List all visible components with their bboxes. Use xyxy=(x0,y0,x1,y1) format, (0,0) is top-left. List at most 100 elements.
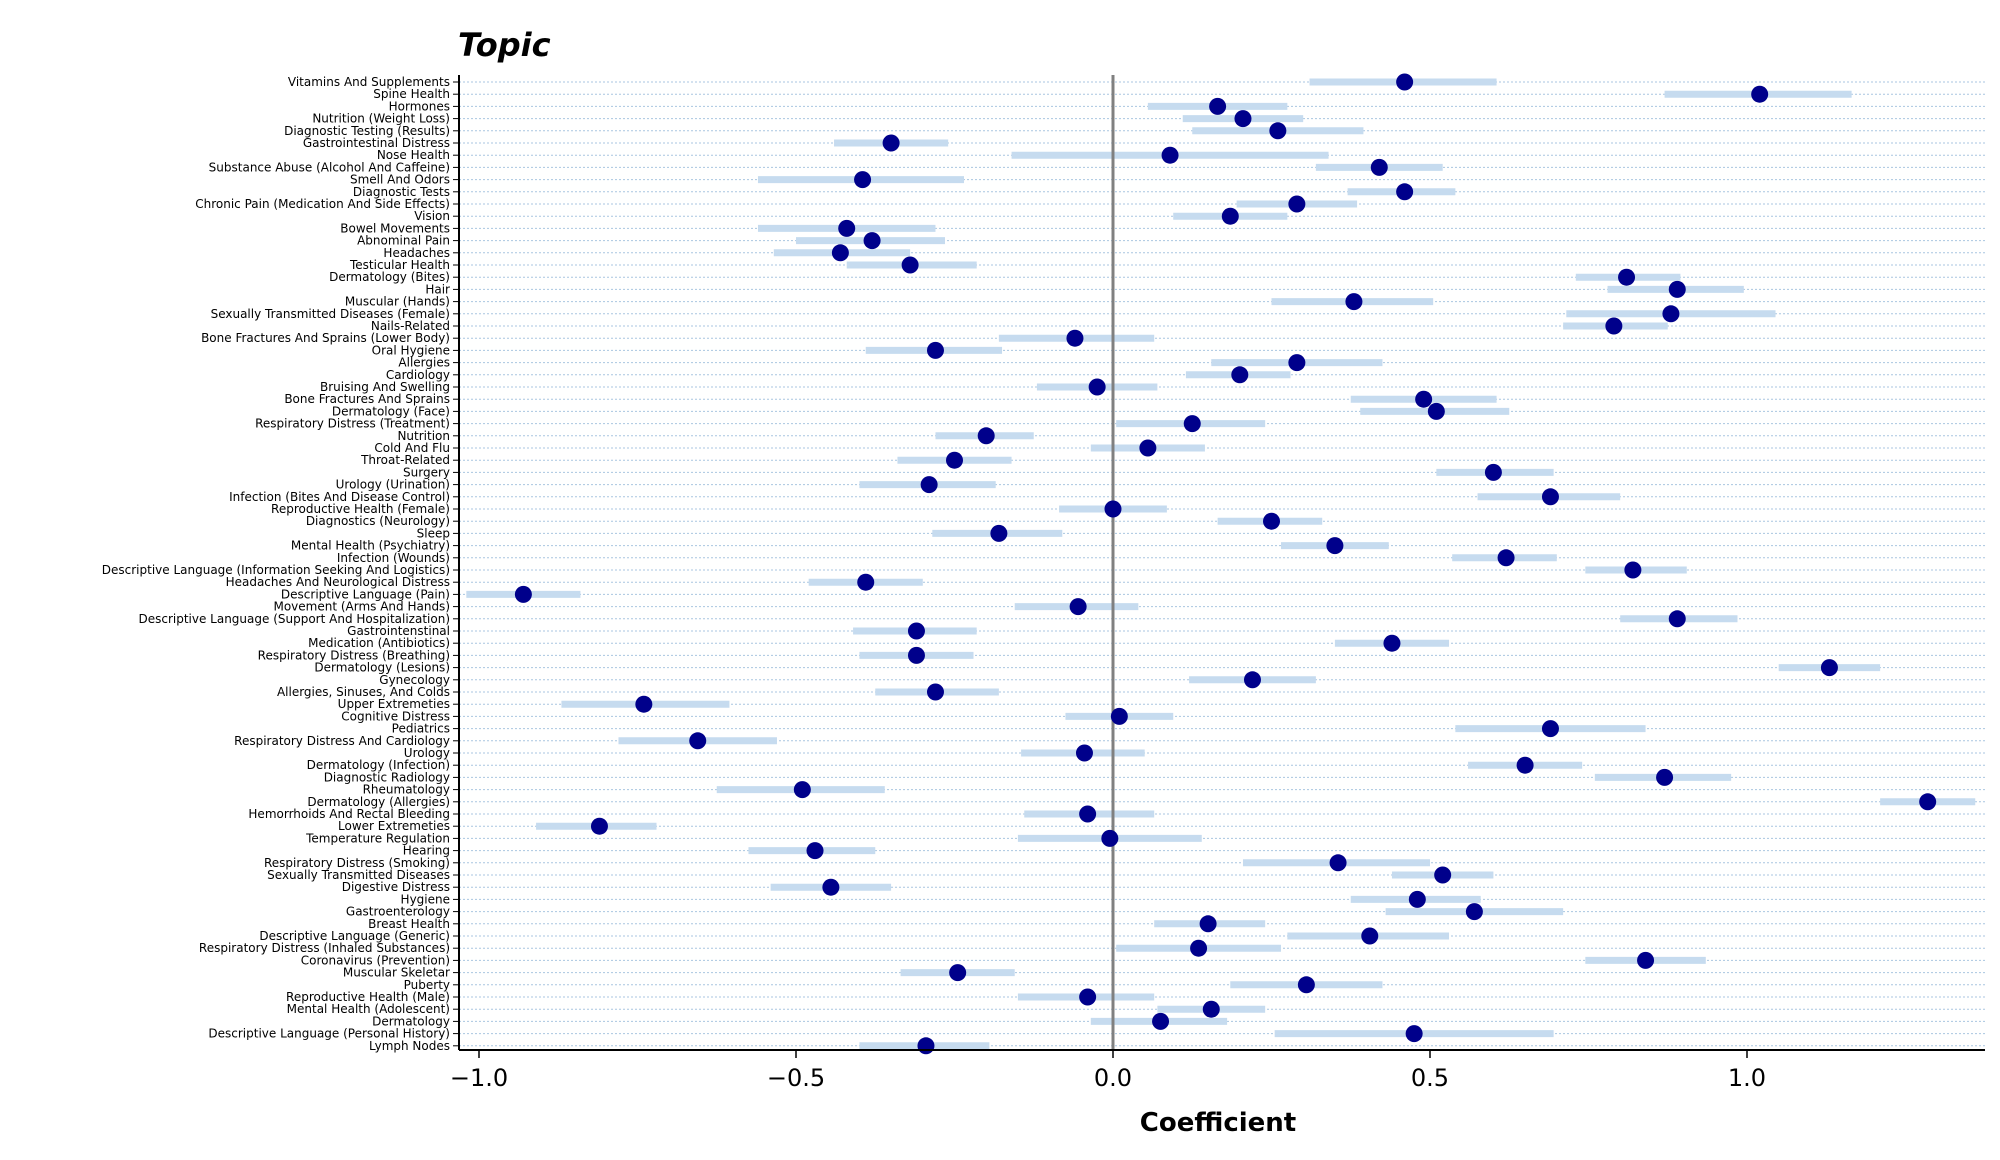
y-tick-label: Reproductive Health (Male) xyxy=(286,990,450,1004)
data-point xyxy=(1263,512,1280,530)
data-point xyxy=(1396,183,1414,201)
y-tick-label: Upper Extremeties xyxy=(338,697,450,711)
data-point xyxy=(1624,561,1642,579)
y-tick-label: Dermatology (Lesions) xyxy=(314,661,450,675)
data-point xyxy=(806,842,824,860)
y-tick-label: Descriptive Language (Information Seekin… xyxy=(102,563,450,577)
y-tick-label: Gynecology xyxy=(379,673,450,687)
y-tick-label: Coronavirus (Prevention) xyxy=(301,953,450,967)
x-tick-label: −1.0 xyxy=(450,1064,508,1092)
data-point xyxy=(1618,268,1636,286)
y-tick-label: Allergies, Sinuses, And Colds xyxy=(277,685,450,699)
y-tick-label: Dermatology (Face) xyxy=(332,404,450,418)
y-tick-label: Headaches xyxy=(383,246,450,260)
data-point xyxy=(793,781,811,799)
data-point xyxy=(1326,537,1344,555)
y-tick-label: Sleep xyxy=(417,526,450,540)
y-tick-label: Respiratory Distress (Inhaled Substances… xyxy=(199,941,450,955)
y-tick-label: Respiratory Distress (Treatment) xyxy=(255,417,450,431)
data-point xyxy=(1605,317,1623,335)
y-tick-label: Descriptive Language (Generic) xyxy=(259,929,450,943)
y-tick-label: Sexually Transmitted Diseases (Female) xyxy=(211,307,450,321)
y-tick-label: Puberty xyxy=(404,978,450,992)
x-tick-label: −0.5 xyxy=(767,1064,825,1092)
data-point xyxy=(514,585,532,603)
data-point xyxy=(1075,744,1093,762)
data-point xyxy=(882,134,900,152)
y-tick-label: Cognitive Distress xyxy=(341,709,450,723)
data-point xyxy=(1202,1000,1220,1018)
data-point xyxy=(822,878,840,896)
data-point xyxy=(1662,305,1680,323)
data-point xyxy=(1497,549,1515,567)
y-tick-label: Mental Health (Adolescent) xyxy=(287,1002,450,1016)
data-point xyxy=(907,646,925,664)
data-point xyxy=(1656,768,1674,786)
y-tick-label: Nails-Related xyxy=(371,319,450,333)
data-point xyxy=(1288,195,1306,213)
data-point xyxy=(1668,280,1686,298)
data-point xyxy=(946,451,963,469)
data-point xyxy=(907,622,925,640)
x-tick-label: 0.5 xyxy=(1411,1064,1449,1092)
y-tick-label: Throat-Related xyxy=(360,453,450,467)
data-point xyxy=(1434,866,1452,884)
y-tick-label: Urology xyxy=(404,746,450,760)
data-point xyxy=(901,256,919,274)
data-point xyxy=(920,476,938,494)
y-tick-label: Chronic Pain (Medication And Side Effect… xyxy=(195,197,450,211)
data-point xyxy=(1221,207,1239,225)
data-point xyxy=(926,341,944,359)
y-tick-label: Nose Health xyxy=(377,148,450,162)
confidence-intervals xyxy=(466,78,1976,1050)
data-point xyxy=(1110,707,1128,725)
y-tick-label: Dermatology (Bites) xyxy=(329,270,450,284)
data-point xyxy=(1396,73,1414,91)
y-tick-label: Muscular (Hands) xyxy=(345,295,450,309)
data-point xyxy=(831,244,849,262)
coefficient-points xyxy=(514,73,1937,1055)
data-point xyxy=(1541,488,1559,506)
y-tick-label: Descriptive Language (Personal History) xyxy=(208,1027,450,1041)
data-point xyxy=(1668,610,1686,628)
y-tick-label: Vision xyxy=(414,209,450,223)
x-axis-label: Coefficient xyxy=(1140,1108,1296,1138)
y-tick-label: Hemorrhoids And Rectal Bleeding xyxy=(248,807,450,821)
y-tick-label: Descriptive Language (Pain) xyxy=(281,587,450,601)
y-tick-label: Abnominal Pain xyxy=(357,234,450,248)
y-tick-label: Diagnostic Tests xyxy=(353,185,450,199)
y-tick-label: Respiratory Distress And Cardiology xyxy=(234,734,450,748)
x-tick-labels: −1.0 −0.5 0.0 0.5 1.0 xyxy=(450,1050,1766,1092)
data-point xyxy=(689,732,707,750)
y-tick-label: Movement (Arms And Hands) xyxy=(273,600,450,614)
data-point xyxy=(1243,671,1261,689)
data-point xyxy=(1405,1025,1423,1043)
data-point xyxy=(1297,976,1315,994)
chart-title: Topic xyxy=(458,26,551,64)
data-point xyxy=(1190,939,1208,957)
y-tick-label: Nutrition (Weight Loss) xyxy=(312,112,450,126)
data-point xyxy=(1637,951,1655,969)
y-tick-label: Urology (Urination) xyxy=(336,478,450,492)
data-point xyxy=(1329,854,1347,872)
y-tick-label: Diagnostics (Neurology) xyxy=(306,514,450,528)
data-point xyxy=(1370,158,1388,176)
y-tick-label: Surgery xyxy=(403,465,450,479)
data-point xyxy=(1079,988,1097,1006)
data-point xyxy=(990,524,1008,542)
data-point xyxy=(1820,659,1838,677)
y-tick-label: Lower Extremeties xyxy=(338,819,450,833)
grid-lines xyxy=(459,81,1985,1047)
data-point xyxy=(1139,439,1157,457)
data-point xyxy=(1088,378,1106,396)
data-point xyxy=(838,219,856,237)
data-point xyxy=(1345,293,1363,311)
data-point xyxy=(1408,890,1426,908)
data-point xyxy=(1465,903,1483,921)
data-point xyxy=(1415,390,1433,408)
y-tick-label: Dermatology xyxy=(372,1014,450,1028)
data-point xyxy=(1209,97,1227,115)
x-tick-label: 0.0 xyxy=(1094,1064,1132,1092)
y-tick-label: Smell And Odors xyxy=(350,173,450,187)
